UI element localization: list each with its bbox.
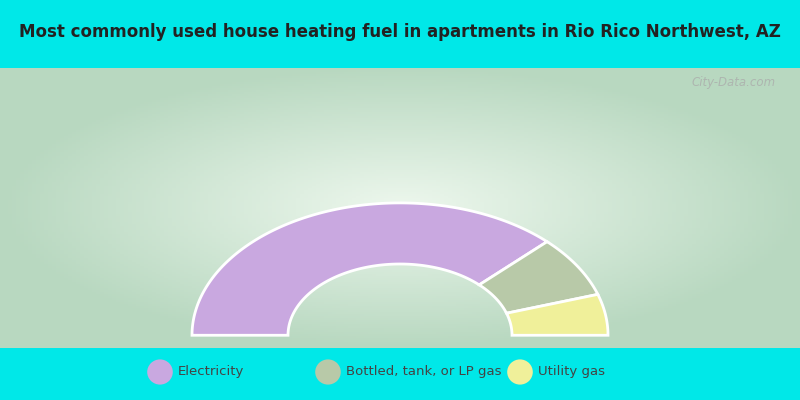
Text: City-Data.com: City-Data.com [692,76,776,90]
Ellipse shape [147,359,173,385]
Ellipse shape [507,359,533,385]
Text: Bottled, tank, or LP gas: Bottled, tank, or LP gas [346,366,501,378]
Polygon shape [479,242,598,313]
Ellipse shape [315,359,341,385]
Text: Utility gas: Utility gas [538,366,605,378]
Polygon shape [506,294,608,335]
Text: Electricity: Electricity [178,366,244,378]
Text: Most commonly used house heating fuel in apartments in Rio Rico Northwest, AZ: Most commonly used house heating fuel in… [19,23,781,41]
Polygon shape [192,203,547,335]
